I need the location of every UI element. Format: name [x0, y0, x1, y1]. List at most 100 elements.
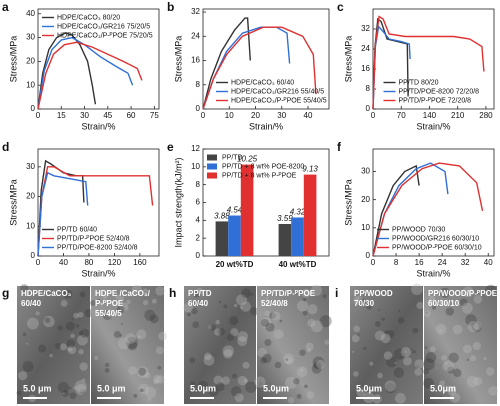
sem-texture — [137, 335, 141, 339]
sem-texture — [353, 295, 363, 305]
sem-texture — [384, 330, 389, 334]
sem-texture — [188, 291, 192, 295]
sem-texture — [235, 294, 248, 306]
legend-label: HDPE/CaCO₃ 60/40 — [231, 79, 294, 86]
sem-texture — [462, 344, 472, 354]
sem-texture — [356, 298, 359, 301]
x-tick-label: 0 — [371, 111, 376, 120]
sem-texture — [299, 349, 306, 356]
curve — [37, 41, 143, 110]
x-tick-label: 280 — [479, 111, 493, 120]
sem-texture — [274, 361, 282, 369]
y-tick-label: 0 — [31, 104, 36, 113]
legend-swatch — [207, 172, 217, 179]
sem-texture — [22, 332, 27, 337]
sem-texture — [144, 309, 156, 321]
sem-texture — [462, 286, 474, 298]
x-tick-label: 0 — [371, 258, 376, 267]
sem-texture — [473, 376, 483, 386]
x-tick-label: 20 wt%TD — [216, 260, 254, 269]
sem-texture — [301, 288, 311, 298]
value-label: 4.54 — [227, 206, 243, 215]
curve — [202, 26, 317, 110]
sem-texture — [441, 355, 447, 361]
sem-texture — [435, 323, 447, 335]
sem-texture — [223, 304, 228, 309]
sem-texture — [230, 386, 242, 397]
sem-texture — [84, 308, 93, 318]
sem-texture — [153, 379, 159, 385]
sem-texture — [240, 301, 251, 312]
sem-texture — [155, 286, 165, 296]
sem-texture — [59, 343, 67, 351]
y-tick-label: 20 — [26, 192, 35, 201]
sem-texture — [209, 324, 216, 331]
image-label: 70/30 — [354, 299, 375, 308]
x-tick-label: 40 — [484, 258, 493, 267]
sem-texture — [81, 378, 86, 382]
y-axis-label: Stress/MPa — [8, 36, 18, 83]
y-tick-label: 24 — [191, 31, 200, 40]
sem-texture — [203, 352, 212, 361]
legend-label: PP/TD/P-ᴾPOE 72/20/8 — [399, 97, 472, 104]
sem-texture — [257, 347, 268, 358]
image-label: PP/WOOD/P-ᴾPOE — [428, 289, 498, 298]
y-tick-label: 8 — [366, 84, 371, 93]
y-tick-label: 32 — [191, 7, 200, 16]
sem-texture — [265, 322, 275, 332]
sem-texture — [473, 321, 483, 331]
sem-texture — [459, 298, 468, 307]
sem-texture — [243, 378, 248, 383]
x-tick-label: 140 — [423, 111, 437, 120]
sem-texture — [374, 320, 381, 327]
legend-label: PP/WOOD/GR216 60/30/10 — [392, 235, 479, 242]
sem-texture — [61, 389, 70, 397]
y-tick-label: 8 — [196, 80, 201, 89]
sem-texture — [213, 375, 223, 385]
x-tick-label: 30 — [80, 111, 89, 120]
scale-bar-label: 5.0 μm — [23, 383, 52, 393]
sem-texture — [232, 373, 238, 379]
sem-image — [184, 286, 256, 404]
sem-texture — [356, 388, 366, 397]
sem-texture — [119, 334, 123, 337]
sem-texture — [78, 331, 83, 336]
sem-texture — [386, 330, 395, 339]
y-tick-label: 40 — [26, 9, 35, 18]
sem-texture — [242, 361, 250, 369]
x-tick-label: 40 — [59, 258, 68, 267]
sem-texture — [226, 333, 235, 341]
sem-texture — [18, 371, 28, 381]
sem-texture — [66, 339, 76, 349]
x-tick-label: 8 — [394, 258, 399, 267]
bar — [303, 174, 317, 256]
sem-texture — [264, 310, 271, 317]
y-tick-label: 10 — [26, 80, 35, 89]
curve — [202, 17, 251, 110]
sem-texture — [296, 393, 302, 399]
sem-texture — [158, 331, 167, 341]
sem-texture — [488, 386, 499, 396]
sem-texture — [353, 371, 359, 377]
sem-texture — [71, 318, 74, 321]
sem-texture — [279, 319, 283, 323]
sem-texture — [369, 361, 374, 366]
y-axis-label: Stress/MPa — [173, 36, 183, 83]
sem-texture — [73, 312, 80, 319]
sem-texture — [313, 361, 322, 370]
plot-frame — [372, 8, 495, 110]
sem-texture — [400, 347, 411, 358]
sem-texture — [302, 310, 308, 316]
sem-texture — [411, 283, 423, 296]
sem-texture — [442, 360, 455, 372]
value-label: 10.25 — [237, 155, 258, 164]
sem-texture — [128, 365, 138, 375]
sem-texture — [147, 397, 152, 401]
y-tick-label: 24 — [361, 44, 370, 53]
sem-texture — [260, 318, 269, 327]
sem-texture — [483, 357, 487, 361]
sem-texture — [218, 328, 226, 336]
sem-texture — [352, 350, 355, 353]
sem-texture — [79, 291, 86, 298]
